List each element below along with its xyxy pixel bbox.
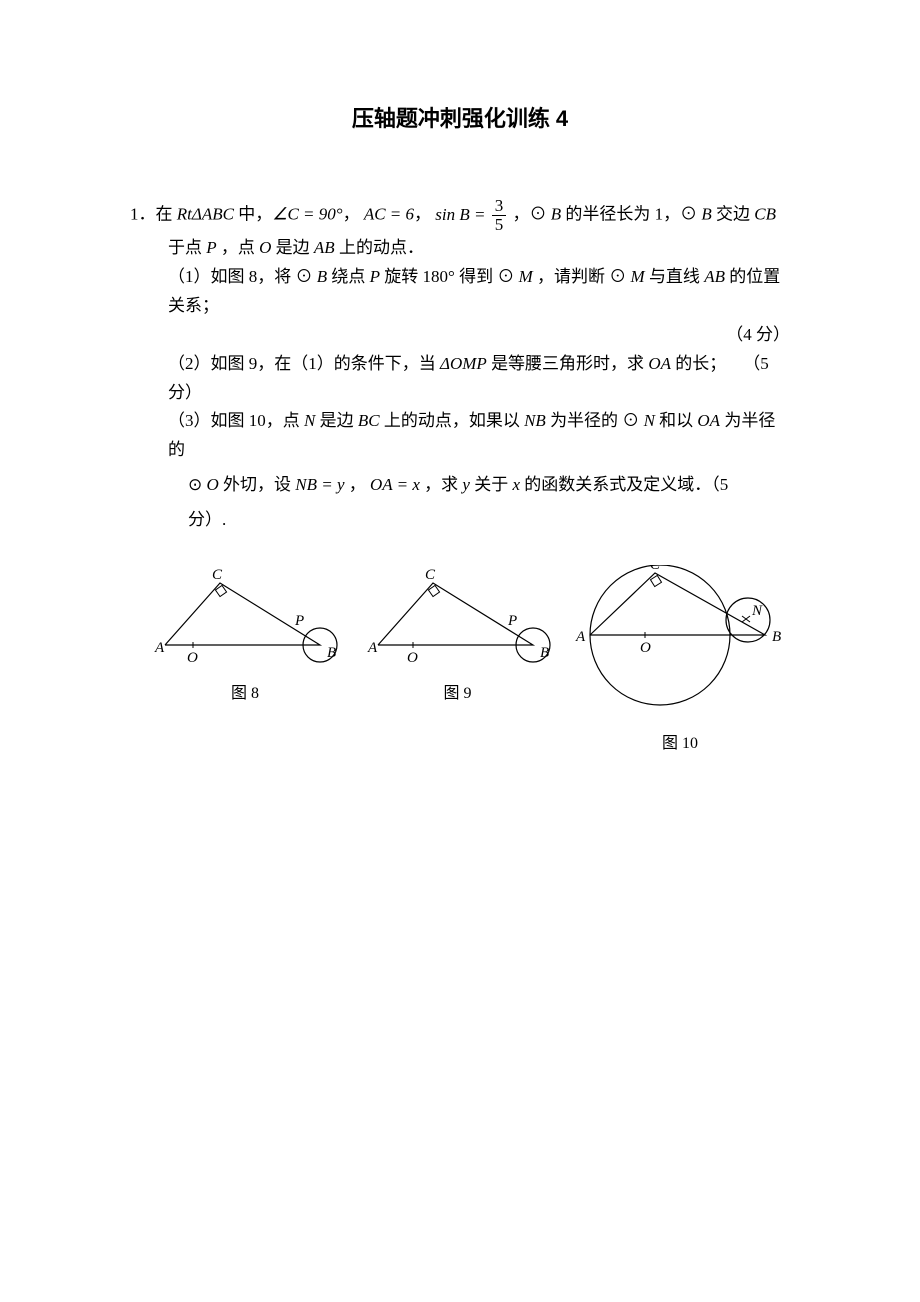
- problem-number: 1．: [130, 205, 156, 224]
- m: y: [462, 475, 470, 494]
- t: 是边: [271, 238, 314, 257]
- figure-9-svg: A B C O P: [358, 565, 558, 675]
- m: x: [512, 475, 520, 494]
- page-title: 压轴题冲刺强化训练 4: [130, 100, 790, 137]
- t: 分）.: [188, 510, 226, 529]
- label-b: B: [540, 645, 549, 661]
- t: 是边: [315, 411, 358, 430]
- math-p: P: [206, 238, 216, 257]
- t: 外切，设: [219, 475, 296, 494]
- label-c: C: [425, 567, 436, 583]
- math-b: B: [701, 205, 711, 224]
- label-o: O: [407, 650, 418, 666]
- m: OA: [697, 411, 720, 430]
- score-1: （4 分）: [726, 325, 790, 344]
- math-o: O: [259, 238, 271, 257]
- t: 为半径的 ⊙: [546, 411, 644, 430]
- figures-row: A B C O P 图 8 A B C O P 图 9: [145, 565, 790, 757]
- figure-8-caption: 图 8: [231, 680, 259, 707]
- m: OA: [648, 354, 671, 373]
- m: N: [304, 411, 315, 430]
- figure-10-svg: A B C O N: [570, 565, 790, 715]
- m: OA = x: [370, 475, 420, 494]
- figure-10: A B C O N 图 10: [570, 565, 790, 757]
- m: NB = y: [295, 475, 344, 494]
- math-ab: AB: [314, 238, 335, 257]
- math-rtabc: RtΔABC: [177, 205, 234, 224]
- figure-9-caption: 图 9: [443, 680, 471, 707]
- t: ⊙: [188, 475, 207, 494]
- m: O: [207, 475, 219, 494]
- m: M: [519, 267, 533, 286]
- t: （3）如图 10，点: [168, 411, 304, 430]
- t: 关于: [470, 475, 513, 494]
- t: 于点: [168, 238, 206, 257]
- label-p: P: [507, 613, 517, 629]
- problem-1: 1．在 RtΔABC 中，∠C = 90°， AC = 6， sin B = 3…: [130, 197, 790, 535]
- m: ΔOMP: [440, 354, 487, 373]
- math-cb: CB: [754, 205, 776, 224]
- t: ，: [345, 475, 371, 494]
- t: 是等腰三角形时，求: [487, 354, 649, 373]
- label-o: O: [640, 640, 651, 656]
- t: 上的动点，如果以: [380, 411, 525, 430]
- label-p: P: [294, 613, 304, 629]
- t: 中，: [234, 205, 272, 224]
- math-ac: AC = 6: [364, 205, 414, 224]
- t: ，: [343, 205, 360, 224]
- m: BC: [358, 411, 380, 430]
- t: 交边: [712, 205, 755, 224]
- m: P: [370, 267, 380, 286]
- t: 的长；: [671, 354, 726, 373]
- fraction: 35: [492, 197, 507, 234]
- label-a: A: [367, 640, 378, 656]
- t: 绕点: [327, 267, 370, 286]
- math-sinb: sin B =: [435, 205, 485, 224]
- t: 和以: [655, 411, 698, 430]
- t: 与直线: [645, 267, 705, 286]
- m: M: [631, 267, 645, 286]
- figure-8: A B C O P 图 8: [145, 565, 345, 757]
- t: 的半径长为 1，⊙: [561, 205, 701, 224]
- m: NB: [524, 411, 546, 430]
- frac-den: 5: [492, 216, 507, 234]
- m: B: [317, 267, 327, 286]
- t: ，⊙: [512, 205, 550, 224]
- label-o: O: [187, 650, 198, 666]
- t: ，: [414, 205, 431, 224]
- t: 上的动点．: [335, 238, 424, 257]
- t: 的函数关系式及定义域．（5: [520, 475, 728, 494]
- t: ，请判断 ⊙: [533, 267, 631, 286]
- label-c: C: [212, 567, 223, 583]
- figure-8-svg: A B C O P: [145, 565, 345, 675]
- label-a: A: [575, 629, 586, 645]
- t: ，点: [217, 238, 260, 257]
- t: ，求: [420, 475, 463, 494]
- t: （1）如图 8，将 ⊙: [168, 267, 317, 286]
- m: N: [644, 411, 655, 430]
- math-anglec: ∠C = 90°: [272, 205, 342, 224]
- label-c: C: [650, 565, 661, 573]
- t: 旋转 180° 得到 ⊙: [380, 267, 519, 286]
- t: 在: [156, 205, 177, 224]
- label-n: N: [751, 603, 763, 619]
- math-b: B: [551, 205, 561, 224]
- figure-10-caption: 图 10: [662, 730, 698, 757]
- m: AB: [704, 267, 725, 286]
- label-a: A: [154, 640, 165, 656]
- label-b: B: [772, 629, 781, 645]
- label-b: B: [327, 645, 336, 661]
- t: （2）如图 9，在（1）的条件下，当: [168, 354, 440, 373]
- frac-num: 3: [492, 197, 507, 216]
- figure-9: A B C O P 图 9: [358, 565, 558, 757]
